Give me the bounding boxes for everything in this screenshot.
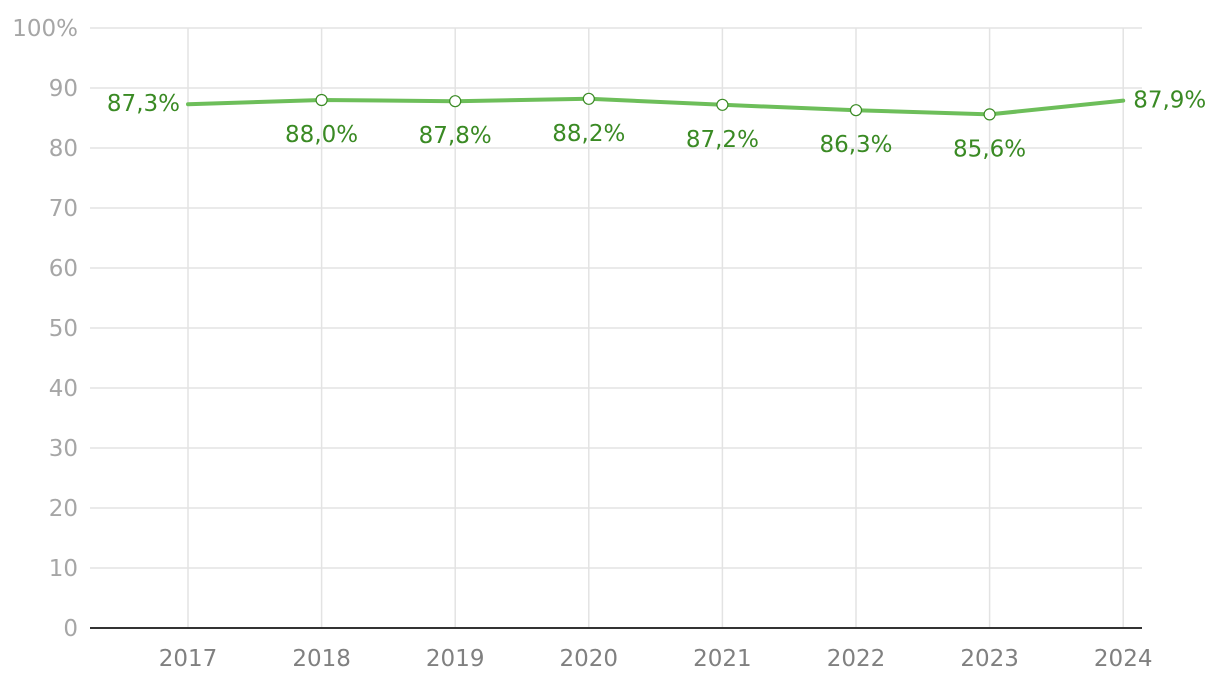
- data-label: 88,2%: [552, 121, 625, 147]
- y-tick-label: 100%: [12, 16, 78, 42]
- y-tick-label: 30: [49, 436, 78, 462]
- data-point-marker[interactable]: [449, 95, 462, 108]
- y-tick-label: 80: [49, 136, 78, 162]
- data-label: 87,3%: [107, 91, 180, 117]
- data-point-marker[interactable]: [716, 98, 729, 111]
- y-tick-label: 0: [63, 616, 78, 642]
- x-tick-label: 2017: [159, 646, 218, 672]
- x-tick-label: 2024: [1094, 646, 1153, 672]
- y-tick-label: 60: [49, 256, 78, 282]
- y-tick-label: 40: [49, 376, 78, 402]
- x-tick-label: 2020: [560, 646, 619, 672]
- y-tick-label: 70: [49, 196, 78, 222]
- data-point-marker[interactable]: [983, 108, 996, 121]
- data-label: 85,6%: [953, 136, 1026, 162]
- y-tick-label: 50: [49, 316, 78, 342]
- series-line: [186, 96, 1126, 117]
- x-tick-label: 2023: [960, 646, 1019, 672]
- y-tick-label: 10: [49, 556, 78, 582]
- data-point-marker[interactable]: [582, 92, 595, 105]
- data-point-marker[interactable]: [315, 93, 328, 107]
- y-tick-label: 90: [49, 76, 78, 102]
- data-label: 87,9%: [1133, 88, 1206, 114]
- x-tick-label: 2022: [827, 646, 886, 672]
- y-tick-label: 20: [49, 496, 78, 522]
- x-tick-label: 2021: [693, 646, 752, 672]
- data-label: 86,3%: [819, 132, 892, 158]
- data-label: 88,0%: [285, 122, 358, 148]
- data-point-marker[interactable]: [849, 104, 863, 117]
- x-tick-label: 2018: [292, 646, 351, 672]
- data-label: 87,2%: [686, 127, 759, 153]
- data-label: 87,8%: [419, 123, 492, 149]
- x-tick-label: 2019: [426, 646, 485, 672]
